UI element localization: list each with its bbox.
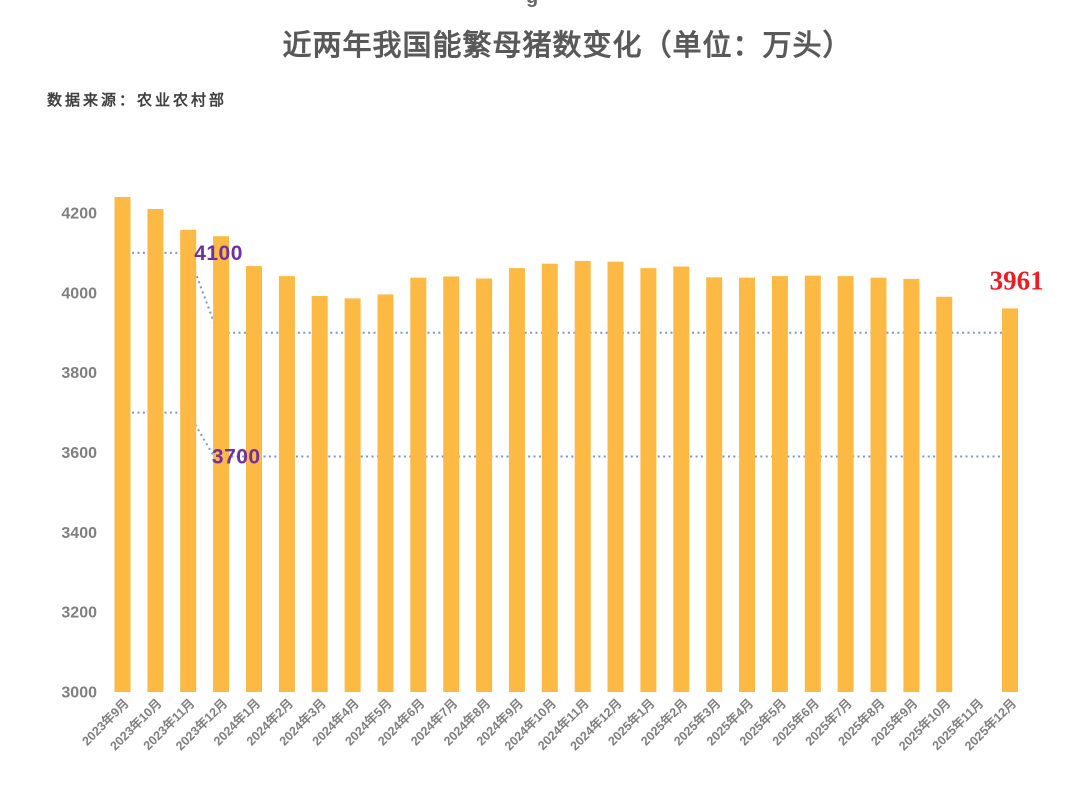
bar-2023年12月 <box>213 236 230 692</box>
data-source-note: 数据来源：农业农村部 <box>47 93 228 109</box>
bar-2025年10月 <box>936 296 953 692</box>
bar-2025年8月 <box>870 277 887 692</box>
cropped-text-fragment: g <box>526 0 538 9</box>
bar-2025年3月 <box>706 277 723 692</box>
bar-2024年5月 <box>377 294 394 692</box>
bar-2025年1月 <box>640 268 657 692</box>
bar-2023年9月 <box>114 197 131 692</box>
y-axis-tick-3800: 3800 <box>61 365 97 382</box>
bar-2023年10月 <box>147 209 164 692</box>
chart-title: 近两年我国能繁母猪数变化（单位：万头） <box>282 30 853 62</box>
bar-2024年1月 <box>246 266 262 692</box>
bar-2024年2月 <box>278 276 295 692</box>
y-axis-tick-4000: 4000 <box>61 285 97 302</box>
bar-2025年6月 <box>804 275 821 692</box>
bar-2023年11月 <box>180 229 197 693</box>
bar-2025年5月 <box>771 276 788 692</box>
y-axis-tick-3000: 3000 <box>61 685 97 702</box>
bar-2024年3月 <box>311 296 328 692</box>
bar-2024年8月 <box>476 278 493 692</box>
y-axis-tick-4200: 4200 <box>61 206 97 223</box>
bar-2024年10月 <box>541 263 558 692</box>
bar-2024年9月 <box>508 268 525 692</box>
y-axis-tick-3200: 3200 <box>61 605 97 622</box>
bar-2025年12月 <box>1002 308 1018 692</box>
bar-2025年7月 <box>837 276 854 692</box>
bar-2025年4月 <box>739 277 755 692</box>
annotation-3700: 3700 <box>212 446 261 469</box>
bar-2025年2月 <box>673 266 690 692</box>
y-axis-tick-3400: 3400 <box>61 525 97 542</box>
bar-2024年7月 <box>443 276 460 692</box>
bar-2024年12月 <box>607 261 624 692</box>
y-axis-tick-3600: 3600 <box>61 445 97 462</box>
annotation-4100: 4100 <box>194 242 243 265</box>
bar-2024年11月 <box>574 260 591 692</box>
bar-2024年6月 <box>410 277 427 692</box>
annotation-3961: 3961 <box>990 265 1044 295</box>
bar-2025年9月 <box>903 278 920 692</box>
bar-2024年4月 <box>344 298 361 692</box>
